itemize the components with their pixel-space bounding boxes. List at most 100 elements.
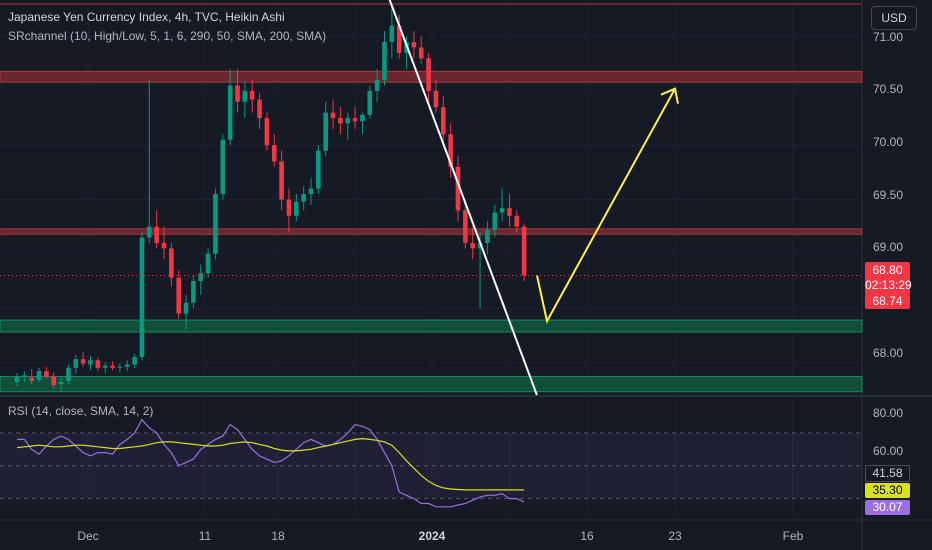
candle-body <box>257 99 262 119</box>
candle-body <box>514 215 520 227</box>
candle-body <box>521 226 527 276</box>
candle-body <box>176 277 181 314</box>
candle-body <box>242 90 248 102</box>
low-price-badge: 68.74 <box>865 294 910 309</box>
candle-body <box>448 134 453 167</box>
candle-body <box>117 366 123 368</box>
price-tick-70-5: 70.50 <box>873 82 904 96</box>
candle-body <box>58 381 64 385</box>
candle-body <box>220 139 226 195</box>
date-label-2024: 2024 <box>418 529 446 543</box>
rsi-ma-line <box>16 437 525 491</box>
candle-body <box>95 360 101 368</box>
rsi-legend[interactable]: RSI (14, close, SMA, 14, 2) <box>8 404 154 418</box>
candle-body <box>191 280 196 303</box>
candle-body <box>110 365 115 368</box>
candle-body <box>330 112 336 119</box>
price-tick-70: 70.00 <box>873 135 904 149</box>
date-label-11: 11 <box>198 529 212 543</box>
candle-body <box>22 375 27 377</box>
candle-body <box>316 150 321 189</box>
candle-body <box>80 359 86 364</box>
candle-body <box>205 253 211 274</box>
indicator-legend[interactable]: SRchannel (10, High/Low, 5, 1, 6, 290, 5… <box>8 29 327 43</box>
support-zone <box>0 376 863 393</box>
drawing-overlays <box>388 0 679 396</box>
candle-body <box>492 212 498 230</box>
candle-body <box>499 208 505 213</box>
candle-body <box>51 376 57 386</box>
projection-path <box>536 88 676 324</box>
candle-body <box>426 58 431 91</box>
resistance-zone <box>0 228 863 235</box>
date-label-feb: Feb <box>782 529 804 543</box>
candle-body <box>102 365 108 368</box>
date-label-16: 16 <box>580 529 594 543</box>
candle-body <box>264 118 270 146</box>
candle-body <box>227 85 233 140</box>
candle-body <box>14 376 20 382</box>
candle-body <box>396 25 402 53</box>
candle-body <box>294 201 299 216</box>
price-tick-69-5: 69.50 <box>873 188 904 202</box>
rsi-tick-60: 60.00 <box>873 444 904 458</box>
candle-body <box>44 371 49 377</box>
candle-body <box>367 90 373 115</box>
rsi-tick-80: 80.00 <box>873 406 904 420</box>
candle-body <box>139 237 145 357</box>
candle-body <box>485 229 490 243</box>
candle-body <box>433 90 439 108</box>
candle-body <box>36 371 42 380</box>
candle-body <box>169 248 174 278</box>
candle-body <box>352 118 358 122</box>
candle-body <box>507 208 512 216</box>
date-label-dec: Dec <box>77 529 99 543</box>
projection-arrowhead <box>660 87 679 104</box>
resistance-zone <box>0 70 863 83</box>
date-label-18: 18 <box>271 529 285 543</box>
candle-body <box>147 226 152 238</box>
price-tick-68: 68.00 <box>873 346 904 360</box>
candle-body <box>183 302 189 314</box>
last-price-value: 68.80 <box>872 263 903 277</box>
currency-button[interactable]: USD <box>871 6 917 30</box>
date-label-23: 23 <box>668 529 682 543</box>
trendline <box>388 0 538 396</box>
candle-body <box>463 210 468 243</box>
candle-body <box>455 166 461 211</box>
price-tick-71: 71.00 <box>873 30 904 44</box>
candle-body <box>88 360 93 365</box>
rsi-band <box>0 432 862 499</box>
candle-body <box>198 273 204 281</box>
candle-body <box>271 145 277 162</box>
candle-body <box>441 107 446 135</box>
candle-body <box>132 356 137 365</box>
candle-body <box>301 194 306 202</box>
candle-body <box>161 242 167 249</box>
candle-body <box>249 90 255 100</box>
price-tick-69: 69.00 <box>873 240 904 254</box>
symbol-legend[interactable]: Japanese Yen Currency Index, 4h, TVC, He… <box>8 10 285 24</box>
support-zone <box>0 319 863 333</box>
candle-body <box>213 194 218 254</box>
candle-body <box>323 112 328 151</box>
candle-body <box>308 188 314 195</box>
candle-body <box>279 161 284 200</box>
last-price-badge: 68.80 02:13:29 <box>865 262 912 295</box>
rsi-panel <box>0 418 862 508</box>
candle-body <box>338 118 343 124</box>
candle-body <box>389 25 395 43</box>
candle-body <box>360 114 365 122</box>
candle-body <box>154 226 159 243</box>
candlestick-series <box>0 4 862 391</box>
candle-body <box>235 85 240 102</box>
candle-body <box>418 47 424 59</box>
candle-body <box>29 377 34 381</box>
candle-body <box>124 364 130 367</box>
rsi-value-badge: 30.07 <box>865 500 910 515</box>
candle-body <box>382 42 387 81</box>
rsi-ma-badge: 35.30 <box>865 483 910 498</box>
candle-body <box>66 367 71 381</box>
sr-zones <box>0 70 863 393</box>
